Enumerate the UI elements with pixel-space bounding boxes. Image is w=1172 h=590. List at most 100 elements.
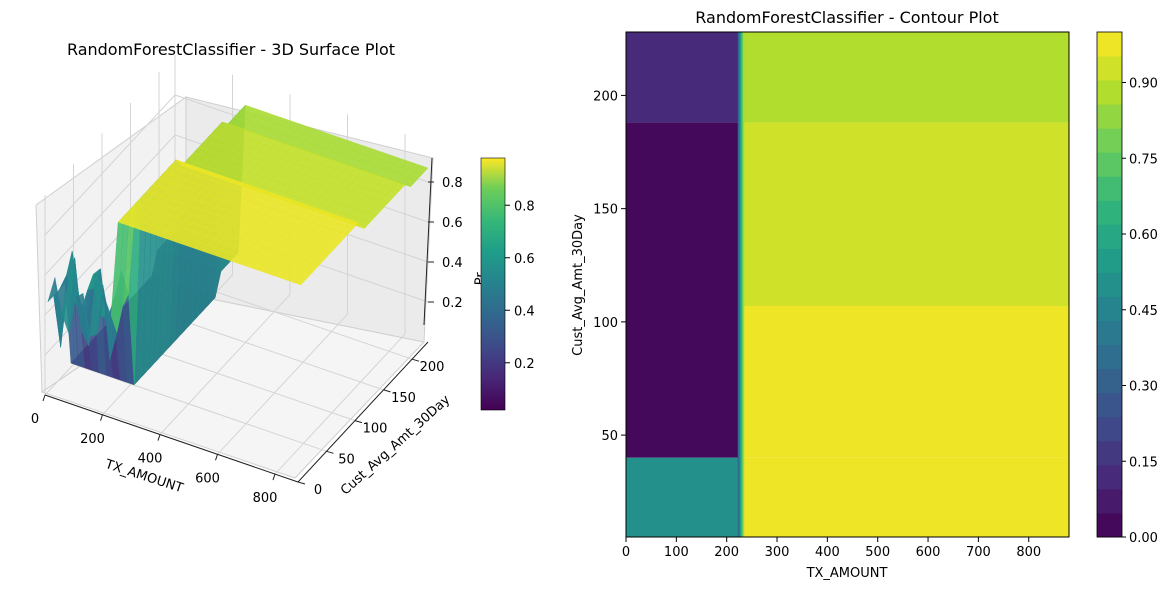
colorbar-level	[1097, 128, 1122, 153]
contour-ylabel: Cust_Avg_Amt_30Day	[571, 214, 586, 356]
colorbar-level	[1097, 224, 1122, 249]
contour-boundary-band	[742, 32, 744, 537]
y-tick-label: 200	[420, 360, 445, 375]
y-tick-label: 150	[391, 391, 416, 406]
x-tick-mark	[215, 454, 218, 461]
colorbar-tick-label: 0.4	[514, 304, 535, 319]
colorbar-level	[1097, 512, 1122, 538]
contour-x-tick-label: 700	[966, 545, 991, 560]
colorbar-level	[1097, 416, 1122, 442]
contour-y-tick-label: 100	[593, 316, 618, 331]
contour-region-low-amount-low-avg	[626, 457, 740, 537]
surface-mesh	[47, 104, 429, 386]
y-tick-mark	[354, 420, 363, 424]
contour-ticks: 0 100 200 300 400 500 600 700 800 50 100 150 200	[593, 89, 1041, 560]
colorbar-tick-label: 0.00	[1129, 531, 1158, 546]
colorbar-level	[1097, 296, 1122, 322]
surface-title: RandomForestClassifier - 3D Surface Plot	[67, 40, 395, 59]
colorbar-level	[1097, 32, 1122, 57]
surface-ticks: 0 200 400 600 800 0 50 100 150 200 0.2 0.4 0.6 0.8	[31, 176, 463, 506]
y-tick-mark	[411, 358, 420, 362]
contour-x-tick-label: 100	[664, 545, 689, 560]
colorbar-tick-label: 0.2	[514, 357, 535, 372]
contour-x-tick-label: 500	[865, 545, 890, 560]
y-axis-line	[297, 341, 429, 483]
contour-boundary-band	[737, 32, 740, 537]
colorbar-tick-label: 0.15	[1129, 455, 1158, 470]
z-tick-label: 0.6	[442, 216, 463, 231]
y-tick-mark	[326, 450, 334, 454]
colorbar-tick-label: 0.8	[514, 199, 535, 214]
contour-title: RandomForestClassifier - Contour Plot	[695, 8, 998, 27]
colorbar-level	[1097, 104, 1122, 129]
contour-x-tick-label: 300	[765, 545, 790, 560]
x-tick-mark	[42, 394, 46, 402]
contour-colorbar: 0.00 0.15 0.30 0.45 0.60 0.75 0.90	[1096, 31, 1158, 546]
colorbar-tick-label: 0.90	[1129, 77, 1158, 92]
contour-plot-area	[626, 32, 1069, 537]
contour-y-tick-label: 200	[593, 89, 618, 104]
contour-x-tick-label: 800	[1016, 545, 1041, 560]
colorbar-level	[1097, 488, 1122, 514]
contour-boundary-band	[739, 32, 741, 537]
y-tick-label: 0	[314, 483, 322, 498]
grid-line	[73, 164, 327, 452]
colorbar-tick-label: 0.60	[1129, 228, 1158, 243]
x-tick-mark	[157, 434, 161, 441]
x-axis-line	[44, 394, 299, 483]
contour-boundary-band	[738, 32, 740, 537]
colorbar-level	[1097, 176, 1122, 201]
contour-region-high-amount-upper-mid	[741, 122, 1069, 307]
surface-panel: RandomForestClassifier - 3D Surface Plot…	[31, 40, 535, 506]
contour-frame	[625, 31, 1070, 538]
x-tick-label: 400	[138, 452, 163, 467]
contour-y-tick-label: 50	[601, 429, 618, 444]
y-tick-mark	[383, 389, 391, 393]
contour-region-low-amount-high-avg	[626, 32, 740, 123]
colorbar-level	[1097, 56, 1122, 81]
z-tick-label: 0.4	[442, 256, 463, 271]
contour-x-tick-label: 400	[815, 545, 840, 560]
x-tick-label: 600	[195, 471, 220, 486]
colorbar-level	[1097, 200, 1122, 225]
colorbar-frame	[1096, 31, 1123, 538]
contour-boundary-band	[741, 32, 743, 537]
y-tick-label: 50	[338, 452, 355, 467]
contour-region-high-amount-lower-mid	[741, 306, 1069, 458]
grid-line	[274, 134, 406, 475]
colorbar-tick-label: 0.75	[1129, 152, 1158, 167]
x-tick-label: 200	[80, 432, 105, 447]
surface-facet	[293, 276, 307, 286]
z-tick-label: 0.8	[442, 176, 463, 191]
surface-colorbar-ticks: 0.2 0.4 0.6 0.8	[505, 199, 535, 372]
colorbar-level	[1097, 392, 1122, 418]
surface-colorbar	[480, 157, 506, 411]
x-tick-mark	[272, 473, 276, 481]
contour-boundary-band	[743, 32, 745, 537]
x-tick-label: 800	[253, 491, 278, 506]
colorbar-level	[1097, 272, 1122, 298]
colorbar-level	[1097, 440, 1122, 466]
colorbar-level	[1097, 464, 1122, 490]
colorbar-level	[1097, 368, 1122, 394]
z-tick-label: 0.2	[442, 296, 463, 311]
contour-x-tick-label: 0	[622, 545, 630, 560]
colorbar-level	[1097, 152, 1122, 177]
colorbar-tick-label: 0.6	[514, 252, 535, 267]
contour-panel: RandomForestClassifier - Contour Plot 0 1…	[571, 8, 1158, 581]
contour-y-tick-label: 150	[593, 203, 618, 218]
x-tick-mark	[100, 414, 103, 421]
colorbar-tick-label: 0.30	[1129, 380, 1158, 395]
contour-region-high-amount-top	[741, 32, 1069, 123]
contour-boundary-band	[740, 32, 743, 537]
contour-x-tick-label: 200	[714, 545, 739, 560]
colorbar-level	[1097, 320, 1122, 346]
contour-region-low-amount-mid-avg	[626, 122, 740, 458]
y-tick-mark	[297, 481, 306, 485]
colorbar-tick-label: 0.45	[1129, 304, 1158, 319]
contour-region-high-amount-bottom	[741, 457, 1069, 537]
colorbar-level	[1097, 80, 1122, 105]
y-tick-label: 100	[363, 422, 388, 437]
